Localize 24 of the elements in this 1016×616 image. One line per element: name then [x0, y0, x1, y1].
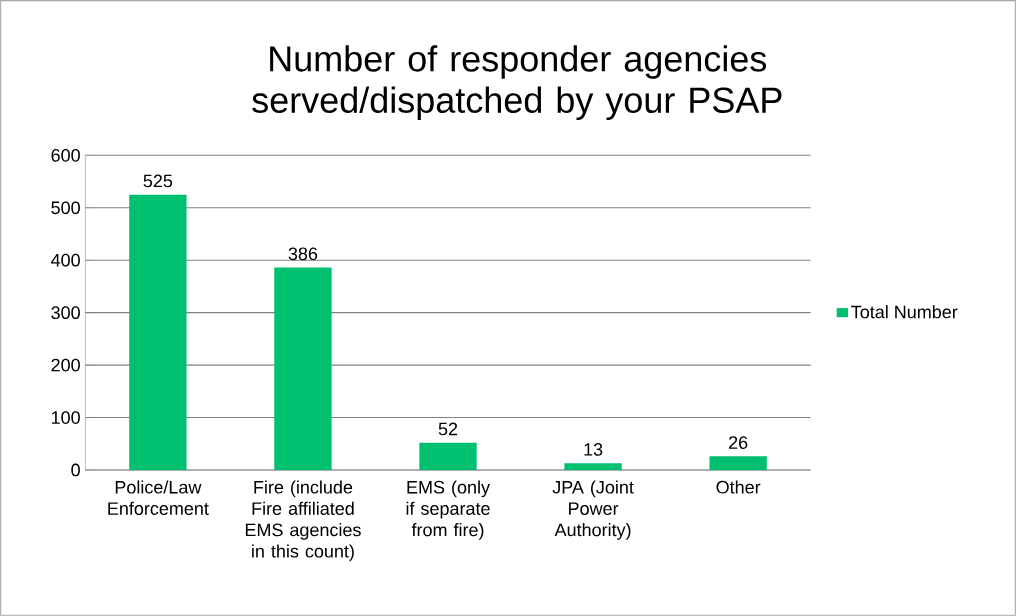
chart-title: Number of responder agencies served/dispatched by your PSAP: [252, 45, 782, 121]
y-tick-label: 400: [51, 253, 80, 267]
y-tick-label: 300: [51, 306, 80, 320]
y-tick-label: 0: [71, 463, 80, 477]
bar: [129, 194, 187, 470]
x-tick-label: Police/Law Enforcement: [108, 480, 209, 515]
bar: [564, 463, 622, 470]
data-label: 52: [438, 422, 458, 436]
data-label: 26: [729, 436, 748, 449]
data-label: 525: [143, 174, 173, 188]
data-label: 13: [584, 443, 603, 456]
x-tick-label: EMS (only if separate from fire): [406, 480, 490, 540]
legend-label: Total Number: [851, 305, 958, 319]
y-tick-label: 600: [51, 148, 80, 162]
bar: [419, 442, 477, 470]
x-tick-label: JPA (Joint Power Authority): [552, 480, 634, 540]
data-label: 386: [288, 247, 318, 261]
x-tick-label: Other: [716, 480, 761, 494]
bar: [709, 456, 767, 470]
x-tick-label: Fire (include Fire affiliated EMS agencies in this count): [245, 480, 361, 562]
bar: [274, 267, 332, 470]
y-tick-label: 100: [51, 411, 80, 424]
y-tick-label: 500: [51, 201, 80, 215]
y-tick-label: 200: [51, 358, 80, 372]
